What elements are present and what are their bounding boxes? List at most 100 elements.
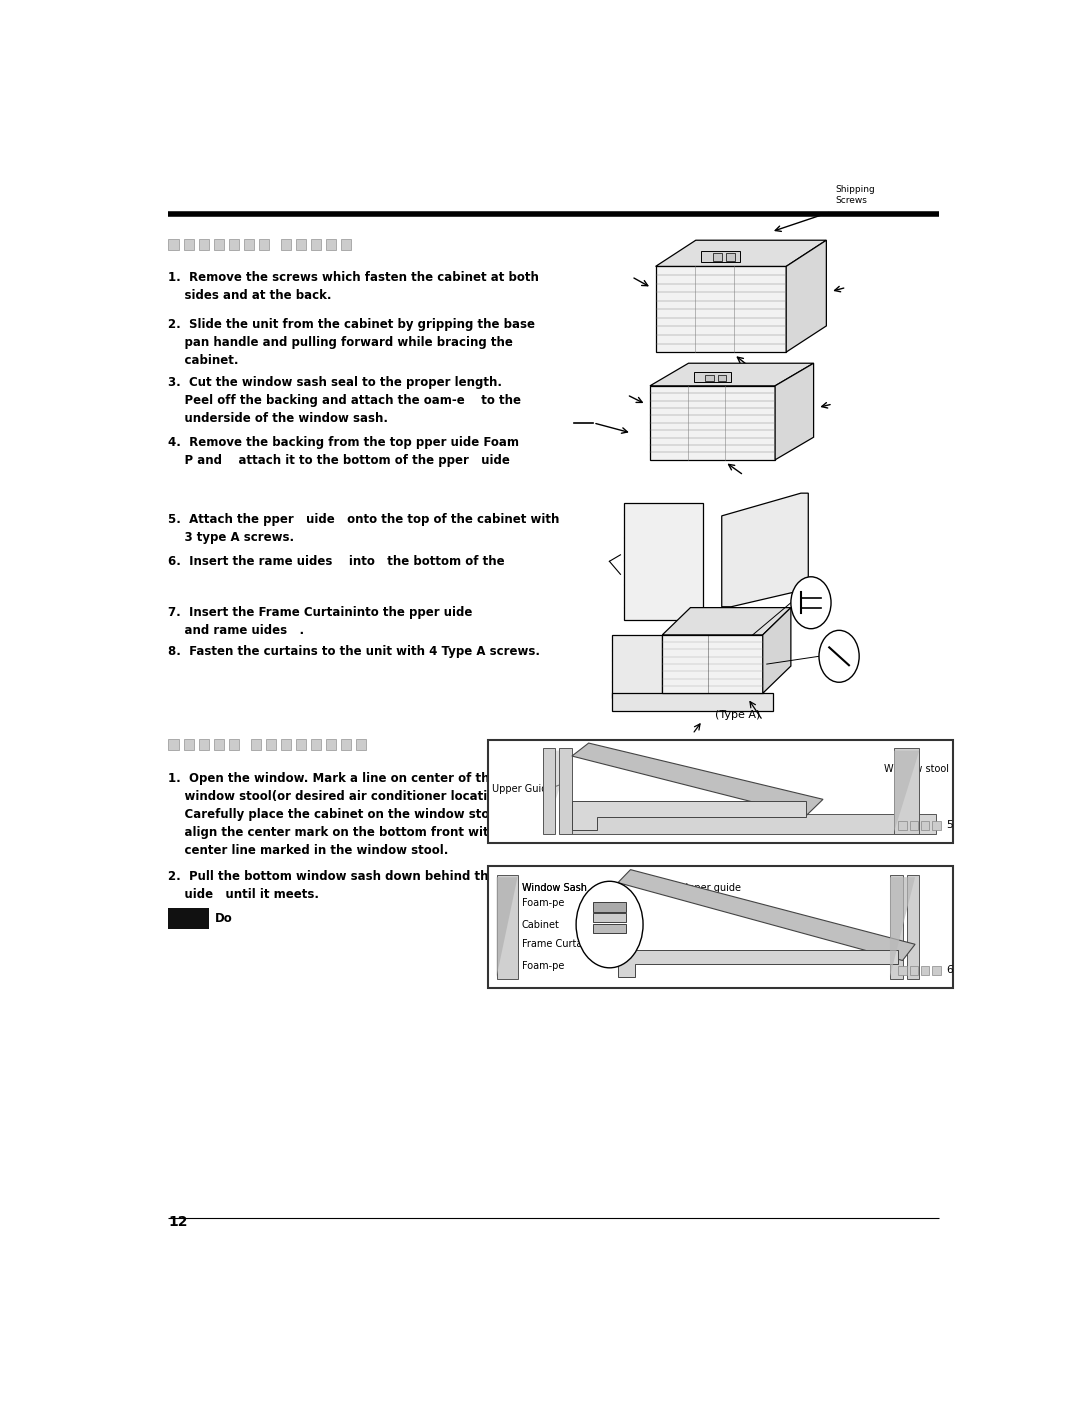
FancyBboxPatch shape <box>251 739 260 750</box>
Text: 5: 5 <box>946 821 953 830</box>
Polygon shape <box>662 635 762 693</box>
FancyBboxPatch shape <box>326 739 336 750</box>
Polygon shape <box>775 364 813 459</box>
Text: Cabinet: Cabinet <box>522 919 559 930</box>
FancyBboxPatch shape <box>356 739 366 750</box>
Text: NOTICE: NOTICE <box>170 913 207 923</box>
Text: Window Sash: Window Sash <box>522 882 586 894</box>
Text: 5.  Attach the pper   uide   onto the top of the cabinet with
    3 type A screw: 5. Attach the pper uide onto the top of … <box>168 513 559 544</box>
FancyBboxPatch shape <box>326 239 336 250</box>
Text: Window stool: Window stool <box>883 763 948 774</box>
FancyBboxPatch shape <box>921 965 929 975</box>
FancyBboxPatch shape <box>311 239 321 250</box>
Polygon shape <box>572 743 823 815</box>
Text: 1.  Open the window. Mark a line on center of the
    window stool(or desired ai: 1. Open the window. Mark a line on cente… <box>168 773 530 857</box>
Text: Front Angle: Front Angle <box>639 821 694 830</box>
Polygon shape <box>650 364 813 386</box>
Polygon shape <box>624 503 703 620</box>
FancyBboxPatch shape <box>909 821 918 829</box>
FancyBboxPatch shape <box>713 253 723 261</box>
Text: Do: Do <box>215 912 233 924</box>
FancyBboxPatch shape <box>296 239 306 250</box>
FancyBboxPatch shape <box>229 739 239 750</box>
Text: 8.  Fasten the curtains to the unit with 4 Type A screws.: 8. Fasten the curtains to the unit with … <box>168 645 540 658</box>
FancyBboxPatch shape <box>184 239 193 250</box>
Text: (Type A): (Type A) <box>715 710 760 719</box>
FancyBboxPatch shape <box>932 965 941 975</box>
FancyBboxPatch shape <box>199 239 208 250</box>
Polygon shape <box>762 607 791 693</box>
FancyBboxPatch shape <box>167 908 210 929</box>
Text: Foam-pe: Foam-pe <box>522 898 564 908</box>
Polygon shape <box>497 877 517 976</box>
FancyBboxPatch shape <box>907 875 919 979</box>
FancyBboxPatch shape <box>717 375 726 381</box>
FancyBboxPatch shape <box>890 875 903 979</box>
Polygon shape <box>662 607 791 635</box>
FancyBboxPatch shape <box>281 239 291 250</box>
Text: 6.  Insert the rame uides    into   the bottom of the: 6. Insert the rame uides into the bottom… <box>168 555 505 568</box>
FancyBboxPatch shape <box>899 965 907 975</box>
FancyBboxPatch shape <box>932 821 941 829</box>
FancyBboxPatch shape <box>184 739 193 750</box>
Polygon shape <box>612 693 773 711</box>
Text: 3.  Cut the window sash seal to the proper length.
    Peel off the backing and : 3. Cut the window sash seal to the prope… <box>168 377 522 426</box>
FancyBboxPatch shape <box>488 867 953 988</box>
Polygon shape <box>693 372 731 382</box>
FancyBboxPatch shape <box>705 375 714 381</box>
FancyBboxPatch shape <box>214 239 224 250</box>
Text: Upper guide: Upper guide <box>680 882 741 892</box>
FancyBboxPatch shape <box>593 923 626 933</box>
FancyBboxPatch shape <box>488 740 953 843</box>
Text: Foam-pe: Foam-pe <box>522 961 564 971</box>
FancyBboxPatch shape <box>311 739 321 750</box>
FancyBboxPatch shape <box>909 965 918 975</box>
Text: Frame Curtain: Frame Curtain <box>522 939 591 948</box>
FancyBboxPatch shape <box>199 739 208 750</box>
FancyBboxPatch shape <box>259 239 269 250</box>
FancyBboxPatch shape <box>229 239 239 250</box>
Polygon shape <box>545 750 572 832</box>
FancyBboxPatch shape <box>593 902 626 912</box>
Circle shape <box>576 881 643 968</box>
Text: 2.  Slide the unit from the cabinet by gripping the base
    pan handle and pull: 2. Slide the unit from the cabinet by gr… <box>168 318 536 367</box>
FancyBboxPatch shape <box>726 253 735 261</box>
FancyBboxPatch shape <box>572 815 936 835</box>
Text: 6: 6 <box>946 965 953 975</box>
FancyBboxPatch shape <box>894 749 919 835</box>
Text: 12: 12 <box>168 1215 188 1229</box>
FancyBboxPatch shape <box>281 739 291 750</box>
Text: Upper Guide: Upper Guide <box>492 784 554 794</box>
FancyBboxPatch shape <box>244 239 254 250</box>
Circle shape <box>819 631 860 683</box>
Polygon shape <box>894 750 919 832</box>
FancyBboxPatch shape <box>341 239 351 250</box>
FancyBboxPatch shape <box>168 239 178 250</box>
FancyBboxPatch shape <box>341 739 351 750</box>
Polygon shape <box>656 240 826 267</box>
FancyBboxPatch shape <box>296 739 306 750</box>
Text: Window Sash: Window Sash <box>522 882 586 892</box>
Polygon shape <box>572 801 807 829</box>
Circle shape <box>791 577 831 628</box>
Polygon shape <box>650 386 775 459</box>
FancyBboxPatch shape <box>593 913 626 923</box>
Polygon shape <box>786 240 826 353</box>
FancyBboxPatch shape <box>542 749 555 835</box>
Polygon shape <box>656 267 786 353</box>
FancyBboxPatch shape <box>497 875 517 979</box>
Polygon shape <box>612 635 662 698</box>
Polygon shape <box>721 493 808 607</box>
Text: 4.  Remove the backing from the top pper uide Foam
    P and    attach it to the: 4. Remove the backing from the top pper … <box>168 436 519 466</box>
FancyBboxPatch shape <box>921 821 929 829</box>
FancyBboxPatch shape <box>266 739 275 750</box>
Text: 2.  Pull the bottom window sash down behind the pper
    uide   until it meets.: 2. Pull the bottom window sash down behi… <box>168 870 531 901</box>
Text: 7.  Insert the Frame Curtaininto the pper uide
    and rame uides   .: 7. Insert the Frame Curtaininto the pper… <box>168 606 473 636</box>
FancyBboxPatch shape <box>559 749 572 835</box>
FancyBboxPatch shape <box>168 739 178 750</box>
Polygon shape <box>618 950 899 976</box>
FancyBboxPatch shape <box>899 821 907 829</box>
Polygon shape <box>890 877 915 976</box>
FancyBboxPatch shape <box>214 739 224 750</box>
Text: Shipping
Screws: Shipping Screws <box>836 185 875 205</box>
